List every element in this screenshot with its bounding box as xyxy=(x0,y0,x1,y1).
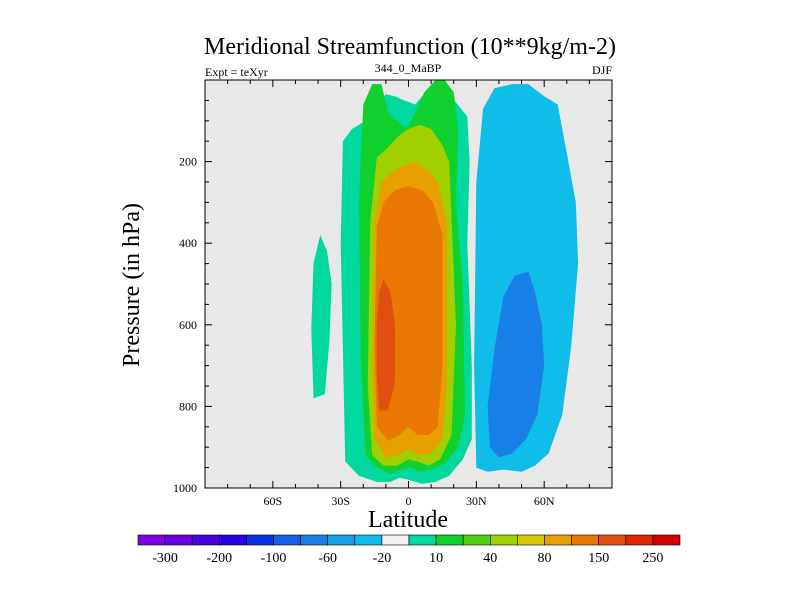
y-tick-label: 600 xyxy=(179,318,197,332)
colorbar-swatch xyxy=(408,534,437,546)
x-tick-label: 30N xyxy=(466,494,487,508)
x-axis-title: Latitude xyxy=(368,507,448,533)
season-label: DJF xyxy=(592,63,612,77)
contour-region-9 xyxy=(376,279,395,411)
colorbar: -300 -200 -100 -60 -20 10 40 80 150 250 xyxy=(137,534,681,566)
colorbar-swatch xyxy=(219,534,247,546)
colorbar-swatch xyxy=(327,534,356,546)
colorbar-label: -300 xyxy=(152,551,178,566)
colorbar-swatch xyxy=(164,534,193,546)
chart-title: Meridional Streamfunction (10**9kg/m-2) xyxy=(204,34,616,60)
colorbar-label: -20 xyxy=(373,551,392,566)
colorbar-swatch xyxy=(354,534,383,546)
colorbar-swatch xyxy=(381,534,410,546)
colorbar-swatch xyxy=(191,534,220,546)
y-axis-title: Pressure (in hPa) xyxy=(119,203,145,367)
period-label: 344_0_MaBP xyxy=(375,61,442,75)
colorbar-swatch xyxy=(462,534,491,546)
x-tick-label: 30S xyxy=(331,494,350,508)
colorbar-swatch xyxy=(544,534,572,546)
plot-area: 60S 30S 0 30N 60N 200 400 600 800 1000 xyxy=(173,79,613,508)
y-tick-label: 1000 xyxy=(173,481,197,495)
contour-layer xyxy=(311,80,579,484)
x-tick-label: 0 xyxy=(406,494,412,508)
y-tick-label: 400 xyxy=(179,236,197,250)
contour-region-1 xyxy=(311,235,332,399)
colorbar-swatch xyxy=(652,534,681,546)
colorbar-label: -200 xyxy=(206,551,232,566)
colorbar-label: 150 xyxy=(588,551,609,566)
colorbar-swatch xyxy=(435,534,464,546)
y-tick-label: 800 xyxy=(179,399,197,413)
colorbar-swatch xyxy=(246,534,274,546)
experiment-label: Expt = teXyr xyxy=(205,65,268,79)
colorbar-label: 10 xyxy=(429,551,443,566)
colorbar-swatch xyxy=(625,534,654,546)
colorbar-label: 80 xyxy=(538,551,552,566)
colorbar-label: -100 xyxy=(261,551,287,566)
colorbar-label: 40 xyxy=(483,551,497,566)
colorbar-label: 250 xyxy=(642,551,663,566)
colorbar-swatch xyxy=(137,534,166,546)
colorbar-label: -60 xyxy=(318,551,337,566)
colorbar-swatch xyxy=(598,534,627,546)
y-tick-label: 200 xyxy=(179,155,197,169)
colorbar-swatch xyxy=(300,534,329,546)
x-tick-label: 60N xyxy=(534,494,555,508)
colorbar-swatch xyxy=(489,534,518,546)
x-tick-label: 60S xyxy=(263,494,282,508)
colorbar-swatch xyxy=(517,534,545,546)
tick-layer: 60S 30S 0 30N 60N 200 400 600 800 1000 xyxy=(173,79,613,508)
colorbar-swatch xyxy=(571,534,599,546)
colorbar-swatch xyxy=(273,534,301,546)
contour-region-3 xyxy=(487,271,545,458)
